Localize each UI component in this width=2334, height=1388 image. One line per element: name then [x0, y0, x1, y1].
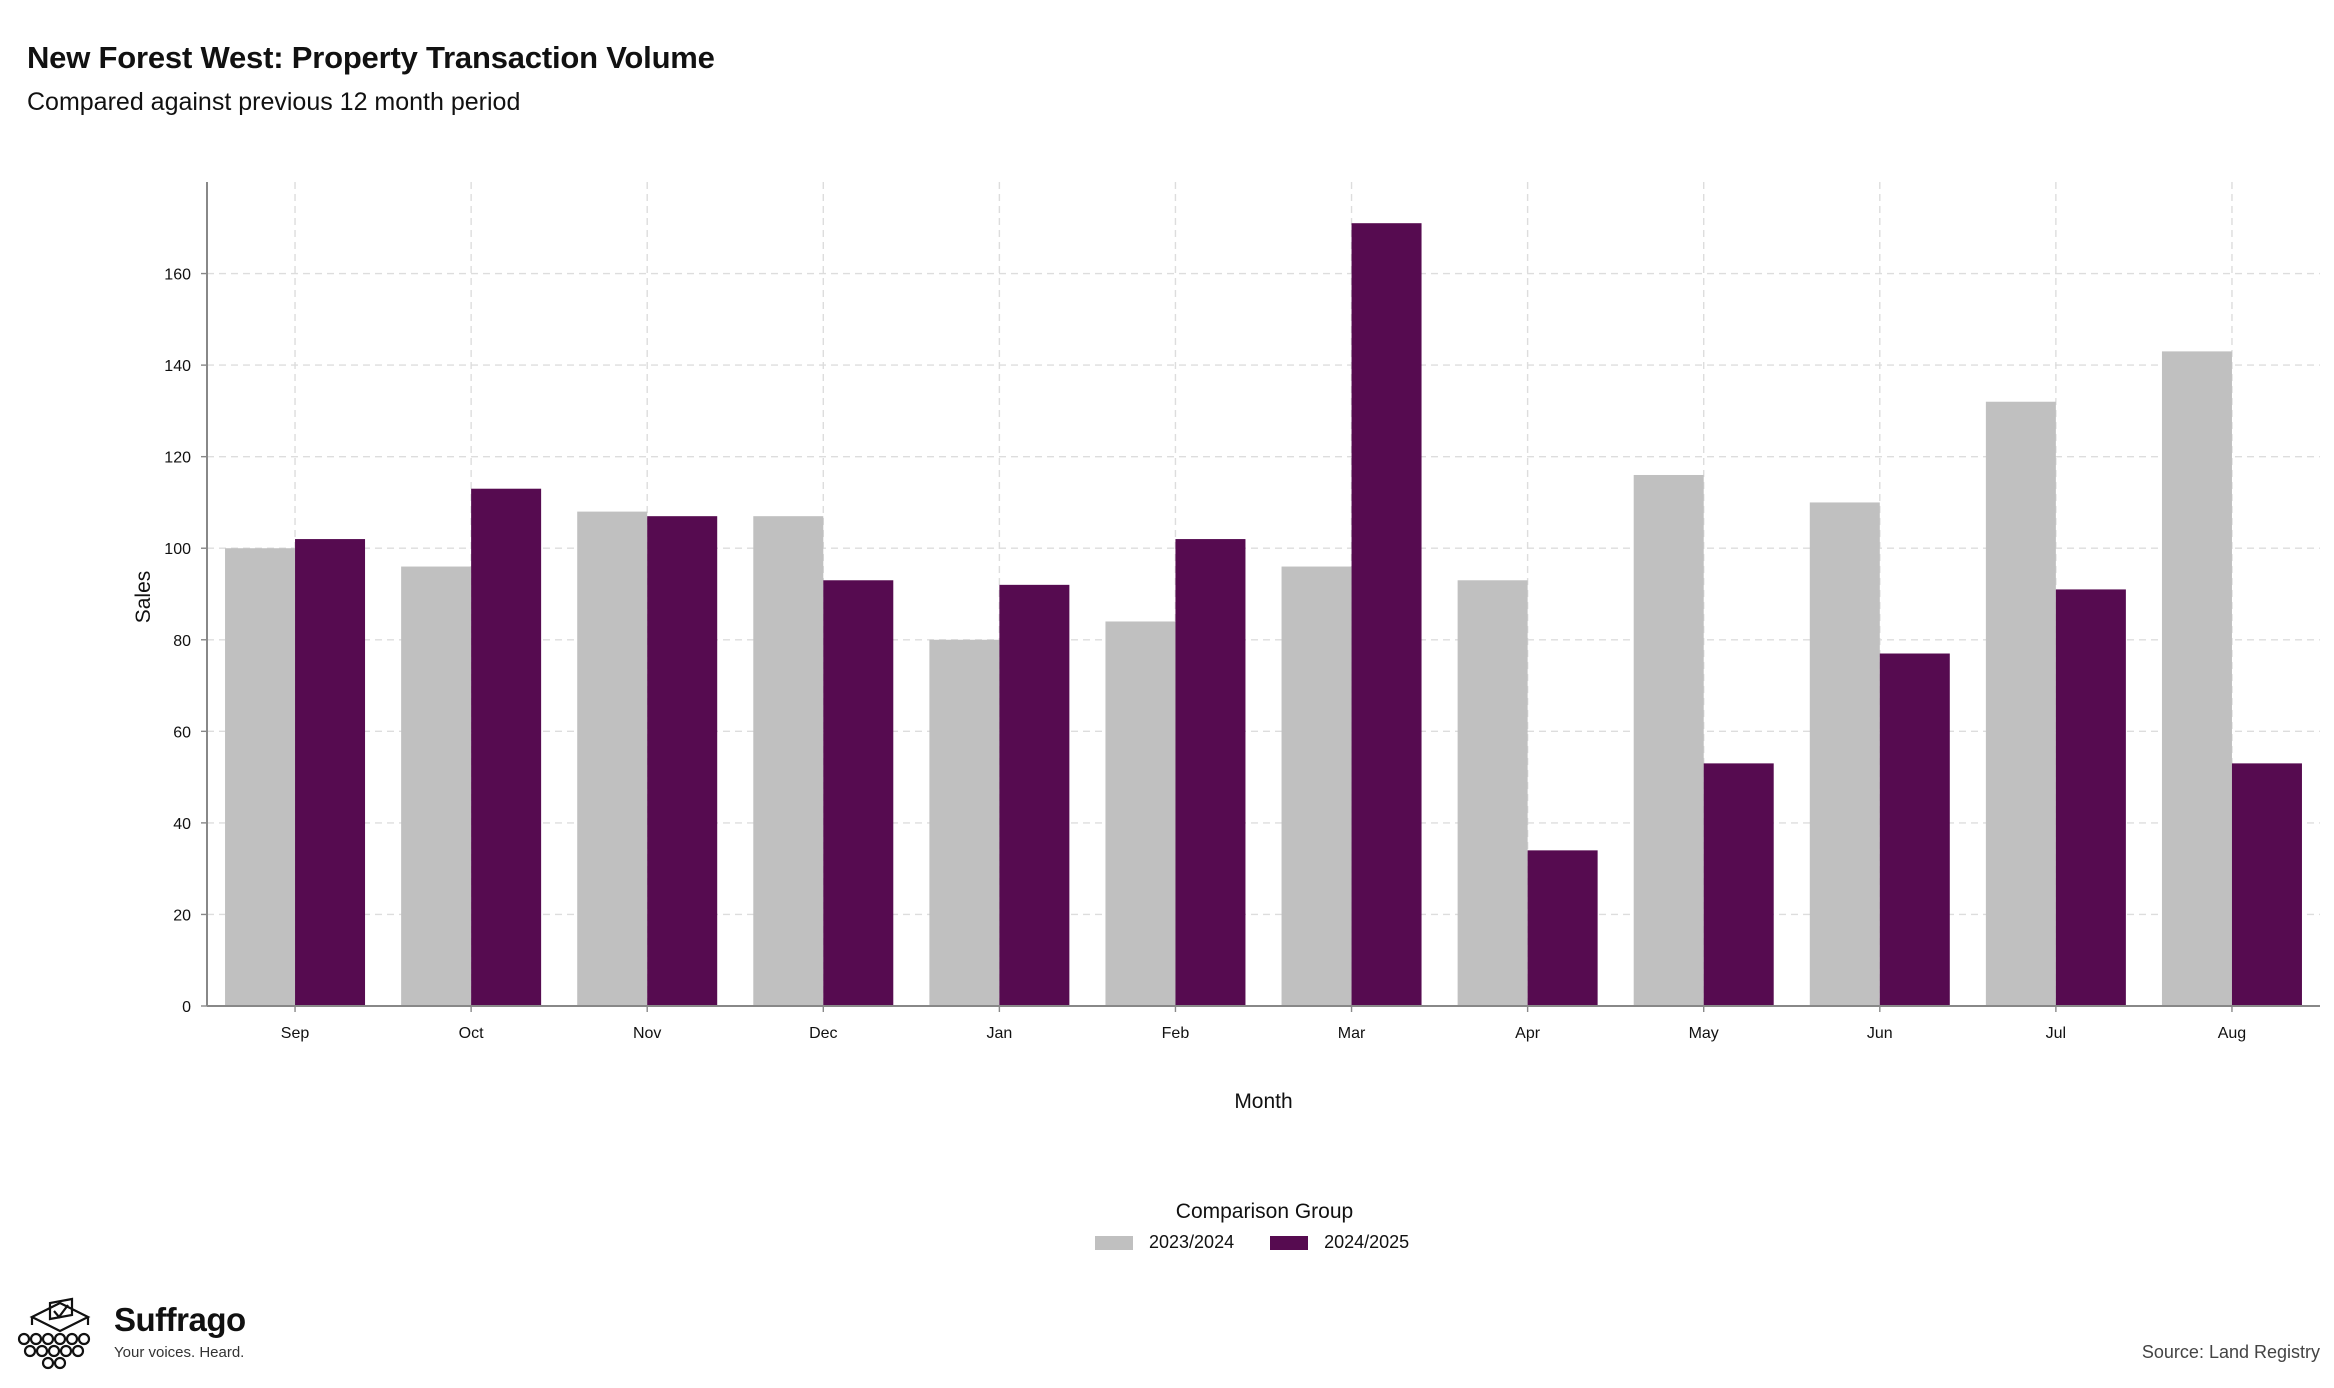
bar-2024-2025-nov	[647, 516, 718, 1006]
bar-2024-2025-may	[1703, 763, 1774, 1006]
bar-2023-2024-mar	[1281, 566, 1352, 1006]
y-tick-label: 60	[173, 724, 191, 741]
bar-2024-2025-mar	[1351, 223, 1422, 1006]
bar-2023-2024-may	[1633, 474, 1704, 1006]
x-tick-label: May	[1689, 1025, 1719, 1042]
x-tick-label: Nov	[633, 1025, 661, 1042]
y-tick-label: 0	[182, 999, 191, 1016]
bar-2023-2024-dec	[753, 516, 824, 1006]
y-tick-label: 120	[164, 450, 191, 467]
legend-swatch	[1270, 1235, 1309, 1250]
x-tick-label: Jun	[1867, 1025, 1893, 1042]
x-tick-label: Jan	[986, 1025, 1012, 1042]
x-tick-label: Aug	[2218, 1025, 2246, 1042]
legend-label: 2023/2024	[1149, 1232, 1235, 1252]
chart-subtitle: Compared against previous 12 month perio…	[27, 88, 521, 116]
bar-2023-2024-feb	[1105, 621, 1176, 1006]
bar-2024-2025-jul	[2055, 589, 2126, 1006]
y-tick-label: 140	[164, 358, 191, 375]
x-tick-label: Dec	[809, 1025, 837, 1042]
x-tick-label: Mar	[1338, 1025, 1366, 1042]
bar-2023-2024-jul	[1985, 401, 2056, 1006]
bar-2024-2025-feb	[1175, 539, 1246, 1006]
bar-2024-2025-sep	[295, 539, 366, 1006]
logo-tagline: Your voices. Heard.	[114, 1344, 245, 1361]
legend-item-2023-2024: 2023/2024	[1095, 1232, 1234, 1253]
x-tick-label: Apr	[1515, 1025, 1541, 1042]
logo-name: Suffrago	[114, 1301, 246, 1338]
bar-2024-2025-jun	[1879, 653, 1950, 1006]
bar-2023-2024-jun	[1809, 502, 1880, 1006]
y-tick-label: 80	[173, 633, 191, 650]
suffrago-logo: Suffrago Your voices. Heard.	[14, 1295, 246, 1375]
x-tick-label: Jul	[2046, 1025, 2066, 1042]
x-tick-label: Feb	[1162, 1025, 1190, 1042]
bar-2023-2024-jan	[929, 639, 1000, 1006]
y-tick-label: 40	[173, 816, 191, 833]
y-axis-title: Sales	[132, 571, 155, 624]
bar-2024-2025-dec	[823, 580, 894, 1006]
bar-2023-2024-sep	[225, 548, 296, 1006]
ballot-box-icon	[17, 1297, 91, 1370]
bar-2024-2025-apr	[1527, 850, 1598, 1006]
x-tick-label: Sep	[281, 1025, 310, 1042]
x-tick-label: Oct	[459, 1025, 484, 1042]
bar-2024-2025-oct	[471, 488, 542, 1006]
bar-2023-2024-aug	[2161, 351, 2232, 1006]
bar-2024-2025-aug	[2231, 763, 2302, 1006]
bar-2023-2024-oct	[401, 566, 472, 1006]
legend-swatch	[1095, 1235, 1133, 1250]
bar-2024-2025-jan	[999, 584, 1070, 1006]
legend-title: Comparison Group	[1175, 1200, 1354, 1223]
bar-2023-2024-apr	[1457, 580, 1528, 1006]
axes: 0 20 40 60 80 100 120 140 160 Sep Oct Nov Dec Jan Feb M…	[164, 182, 2320, 1042]
legend-label: 2024/2025	[1324, 1232, 1410, 1252]
chart-title: New Forest West: Property Transaction Vo…	[27, 40, 715, 75]
y-tick-label: 20	[173, 907, 191, 924]
x-axis-title: Month	[1234, 1090, 1292, 1113]
y-tick-label: 100	[164, 541, 191, 558]
y-tick-label: 160	[164, 267, 191, 284]
bar-2023-2024-nov	[577, 511, 648, 1006]
source-note: Source: Land Registry	[2141, 1342, 2320, 1362]
bars	[225, 223, 2302, 1006]
legend: 2023/2024 2024/2025	[1095, 1232, 1445, 1253]
legend-item-2024-2025: 2024/2025	[1270, 1232, 1409, 1253]
